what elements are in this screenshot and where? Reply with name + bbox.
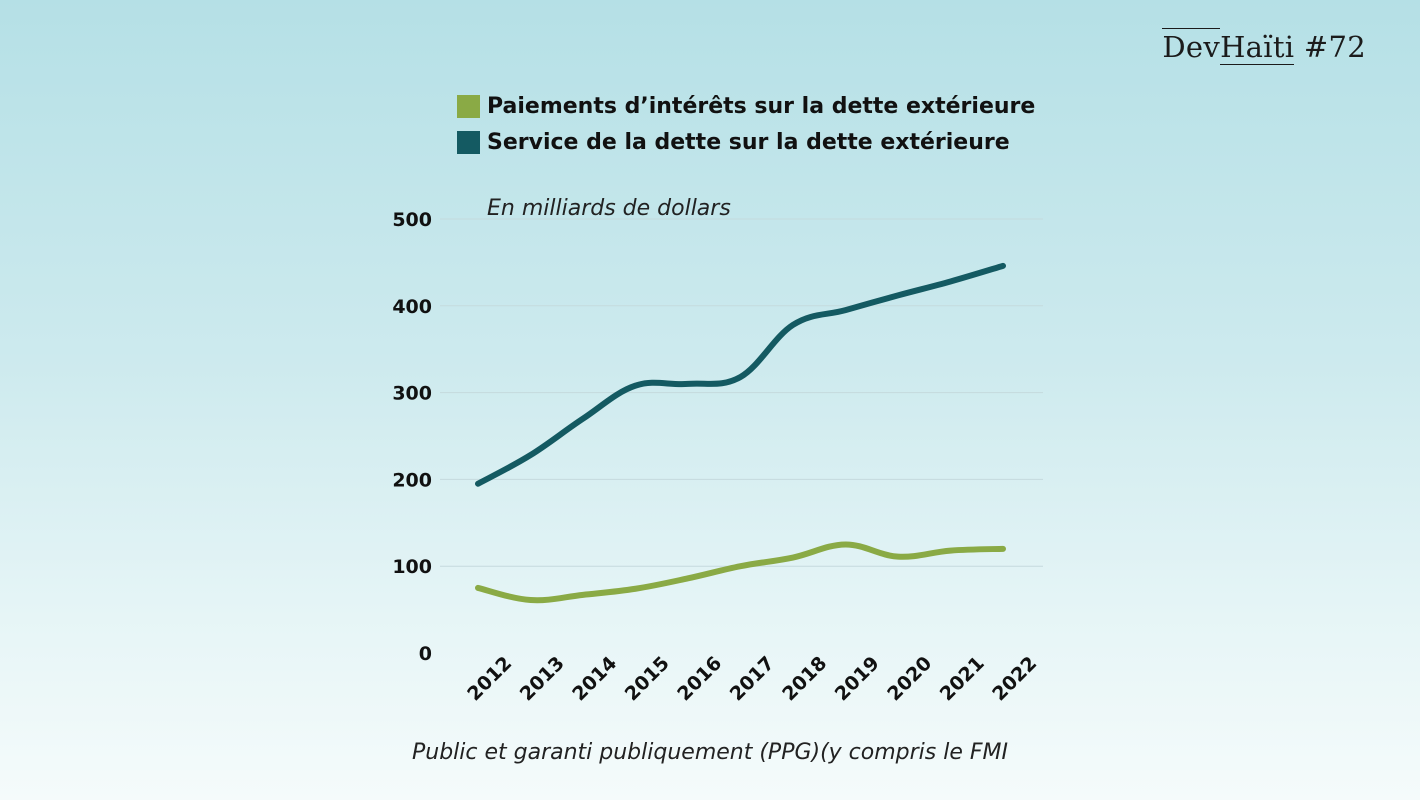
x-tick-label-2014: 2014: [568, 652, 621, 705]
legend-label-service: Service de la dette sur la dette extérie…: [487, 129, 1010, 155]
series-line-interest: [475, 541, 1006, 604]
legend-label-interest: Paiements d’intérêts sur la dette extéri…: [487, 93, 1036, 119]
y-tick-label-400: 400: [392, 296, 432, 318]
x-tick-label-2018: 2018: [778, 652, 831, 705]
x-tick-label-2012: 2012: [463, 652, 516, 705]
x-tick-label-2016: 2016: [673, 652, 726, 705]
x-tick-label-2019: 2019: [831, 652, 884, 705]
x-tick-label-2017: 2017: [726, 652, 779, 705]
x-tick-label-2013: 2013: [516, 652, 569, 705]
x-tick-label-2015: 2015: [621, 652, 674, 705]
y-tick-label-100: 100: [392, 556, 432, 578]
chart-footnote: Public et garanti publiquement (PPG)(y c…: [411, 740, 1009, 765]
brand-haiti: Haïti: [1220, 30, 1295, 65]
series-line-service: [475, 262, 1006, 487]
y-tick-label-500: 500: [392, 209, 432, 231]
brand-issue: #72: [1303, 30, 1366, 64]
y-tick-label-200: 200: [392, 469, 432, 491]
x-tick-label-2021: 2021: [936, 652, 989, 705]
chart-legend: Paiements d’intérêts sur la dette extéri…: [457, 88, 1035, 160]
unit-label: En milliards de dollars: [487, 196, 731, 221]
y-tick-label-0: 0: [419, 643, 432, 665]
x-tick-label-2022: 2022: [988, 652, 1041, 705]
legend-swatch-service: [457, 130, 480, 154]
legend-item-interest: Paiements d’intérêts sur la dette extéri…: [457, 88, 1035, 124]
legend-item-service: Service de la dette sur la dette extérie…: [457, 124, 1035, 160]
x-tick-label-2020: 2020: [883, 652, 936, 705]
y-tick-label-300: 300: [392, 383, 432, 405]
brand-dev: Dev: [1162, 28, 1221, 64]
legend-swatch-interest: [457, 94, 480, 118]
brand-logo: DevHaïti #72: [1162, 28, 1366, 65]
